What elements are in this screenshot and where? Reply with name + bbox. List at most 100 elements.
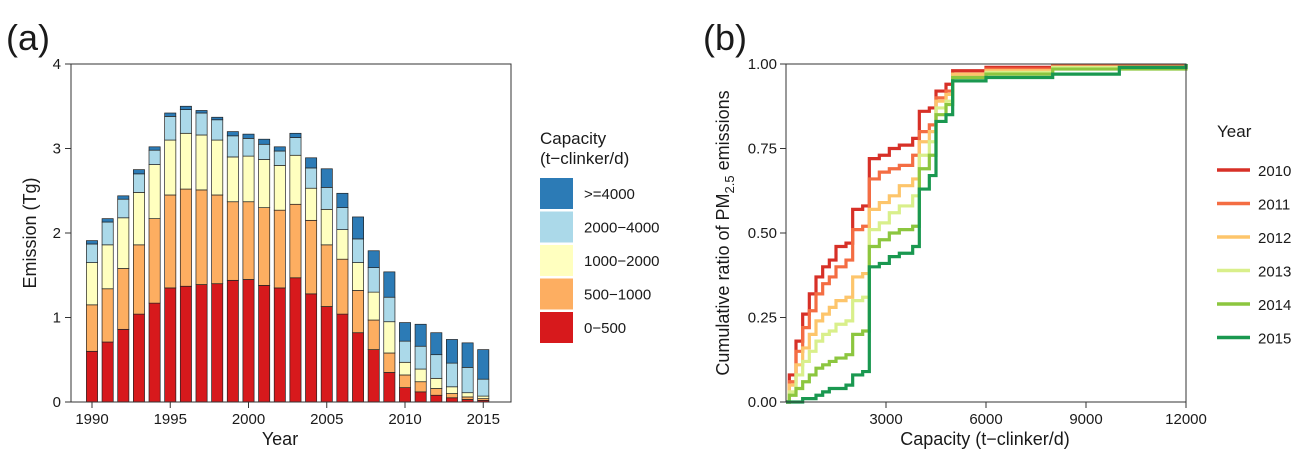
bar-segment-1991-s0 [101,341,114,403]
bar-segment-1993-s0 [133,313,145,403]
bar-segment-1993-s1 [133,244,145,315]
bar-segment-2007-s1 [352,290,365,334]
bar-segment-1992-s3 [117,198,130,219]
panel-b-y-axis-title: Cumulative ratio of PM2.5 emissions [713,90,737,375]
panel-a-axes: 0 1 2 3 4 1990 1995 2000 2005 2010 2015 [53,56,500,428]
y-tick-label-0: 0 [53,394,61,411]
bar-segment-1997-s0 [195,284,208,403]
bar-segment-2004-s0 [305,293,318,403]
panel-a-label: (a) [6,17,50,58]
bar-segment-2001-s2 [258,159,271,209]
bar-segment-2000-s0 [242,279,255,403]
bar-segment-1997-s4 [195,110,208,114]
bar-segment-2002-s3 [273,150,286,166]
bar-segment-2007-s2 [352,262,365,291]
bar-segment-2013-s3 [446,362,458,388]
bar-segment-1994-s1 [148,218,161,304]
bar-segment-2004-s3 [305,167,318,189]
bar-segment-2000-s4 [242,133,255,139]
line-series-2012 [786,64,1188,404]
bar-segment-1995-s4 [164,112,177,117]
legend-swatch-0 [540,178,573,209]
x-tick-label-1995: 1995 [154,411,187,428]
legend-swatch-3 [540,278,573,310]
panel-a-y-axis-title: Emission (Tg) [20,177,40,288]
bar-segment-2010-s0 [399,387,411,403]
b-legend-label-2014: 2014 [1258,297,1291,314]
bar-segment-2011-s0 [414,391,427,403]
legend-swatch-2 [540,245,573,276]
bar-segment-1992-s0 [117,328,130,403]
bar-segment-1996-s1 [179,188,192,287]
bar-segment-2009-s1 [383,352,396,373]
legend-label-4: 0−500 [584,320,626,337]
bar-segment-2006-s4 [336,192,349,208]
x-tick-label-2000: 2000 [232,411,265,428]
y-tick-label-3: 3 [53,141,61,158]
bar-segment-1994-s4 [148,146,161,151]
bar-segment-2011-s4 [414,323,427,347]
b-x-tick-label-3: 12000 [1165,411,1207,428]
panel-a-bars-group [86,105,490,403]
bar-segment-2009-s4 [383,271,396,298]
panel-a-x-axis-title: Year [262,429,298,449]
bar-segment-1998-s3 [211,119,224,141]
bar-segment-1990-s3 [86,243,98,263]
bar-segment-2000-s2 [242,155,255,203]
panel-b-legend-items: 2010 2011 2012 2013 2014 2015 [1217,163,1291,348]
x-tick-label-2015: 2015 [467,411,500,428]
bar-segment-2015-s2 [477,395,490,399]
bar-segment-2005-s0 [320,306,333,403]
bar-segment-2011-s3 [414,345,427,370]
bar-segment-2003-s4 [289,132,302,138]
bar-segment-1997-s2 [195,134,208,191]
bar-segment-2010-s4 [399,322,411,342]
legend-swatch-4 [540,312,573,343]
b-legend-label-2011: 2011 [1258,197,1290,214]
bar-segment-2010-s1 [399,374,411,388]
bar-segment-2000-s1 [242,201,255,280]
bar-segment-1994-s0 [148,302,161,403]
bar-segment-1998-s4 [211,116,224,121]
bar-segment-1997-s1 [195,189,208,285]
bar-segment-1995-s0 [164,287,177,403]
bar-segment-2014-s3 [461,367,474,394]
b-x-tick-label-0: 3000 [869,411,902,428]
bar-segment-2012-s0 [430,394,443,403]
bar-segment-2007-s4 [352,216,365,240]
bar-segment-2003-s0 [289,277,302,403]
bar-segment-2001-s3 [258,143,271,160]
panel-b-y-axis-title-suffix: emissions [713,90,733,175]
bar-segment-1991-s3 [101,221,114,246]
bar-segment-2015-s4 [477,349,490,380]
legend-label-0: >=4000 [584,186,635,203]
bar-segment-2009-s0 [383,372,396,403]
bar-segment-2012-s4 [430,332,443,356]
bar-segment-2009-s2 [383,321,396,354]
line-series-2010 [786,64,1188,404]
bar-segment-1995-s3 [164,116,177,141]
bar-segment-2013-s0 [446,397,458,403]
bar-segment-1996-s3 [179,109,192,134]
line-series-2013 [786,64,1188,404]
bar-segment-2003-s1 [289,203,302,279]
bar-segment-2004-s1 [305,219,318,295]
bar-segment-2006-s1 [336,258,349,315]
panel-b-label: (b) [703,17,747,58]
b-y-tick-label-2: 0.50 [748,225,777,242]
bar-segment-2006-s3 [336,207,349,230]
bar-segment-1992-s1 [117,268,130,330]
panel-a-legend-title-line1: Capacity [540,129,607,148]
bar-segment-1991-s4 [101,218,114,223]
panel-a-legend-title-line2: (t−clinker/d) [540,149,629,168]
bar-segment-2002-s4 [273,146,286,152]
bar-segment-1999-s0 [226,279,239,403]
bar-segment-2005-s4 [320,168,333,188]
panel-b-axes: 0.00 0.25 0.50 0.75 1.00 3000 6000 9000 12000 [748,56,1207,428]
bar-segment-2014-s1 [461,396,474,400]
bar-segment-1995-s1 [164,194,177,289]
legend-swatch-1 [540,211,573,243]
bar-segment-1999-s4 [226,131,239,137]
bar-segment-1999-s3 [226,135,239,158]
bar-segment-2012-s3 [430,354,443,379]
